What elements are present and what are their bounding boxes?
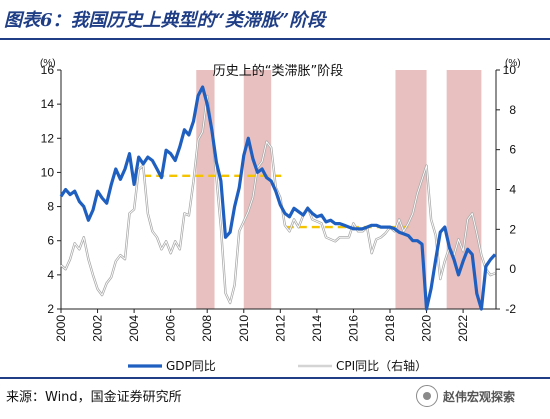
series-line-cpi-inner (60, 95, 496, 304)
chart-axes (57, 69, 500, 313)
right-axis-unit: (%) (505, 58, 521, 69)
x-tick-label: 2000 (54, 315, 68, 342)
left-tick-label: 16 (41, 63, 55, 77)
x-tick-label: 2022 (456, 315, 470, 342)
shade-period-1 (243, 70, 272, 309)
right-tick-label: 6 (509, 143, 516, 157)
x-tick-label: 2018 (383, 315, 397, 342)
legend-label-cpi: CPI同比（右轴） (336, 358, 427, 373)
x-tick-label: 2002 (91, 315, 105, 342)
left-tick-label: 4 (47, 268, 54, 282)
x-tick-label: 2012 (273, 315, 287, 342)
x-tick-label: 2008 (200, 315, 214, 342)
right-tick-label: -2 (505, 302, 516, 316)
shade-period-2 (395, 70, 427, 309)
shaded-periods (196, 70, 482, 309)
watermark-text: 赵伟宏观探索 (443, 389, 516, 404)
right-tick-label: 2 (509, 222, 516, 236)
series-line-gdp (59, 85, 497, 311)
x-tick-label: 2010 (237, 315, 251, 342)
left-axis-unit: (%) (40, 58, 56, 69)
dashed-references (143, 174, 409, 229)
footer-rule (0, 377, 550, 379)
right-tick-label: 0 (509, 262, 516, 276)
tick-labels: 2 4 6 8 10 12 14 16 -2 0 2 4 6 8 10 2000 2002 2004 2006 200… (41, 63, 517, 342)
shade-period-3 (446, 70, 482, 309)
title-rule (0, 38, 550, 40)
x-tick-label: 2004 (127, 315, 141, 342)
x-tick-label: 2016 (346, 315, 360, 342)
series-lines (59, 85, 497, 311)
right-tick-label: 8 (509, 103, 516, 117)
chart: 2 4 6 8 10 12 14 16 -2 0 2 4 6 8 10 2000 2002 2004 2006 200… (40, 58, 521, 373)
chart-title: 历史上的“类滞胀”阶段 (213, 63, 343, 79)
left-tick-label: 6 (47, 234, 54, 248)
figure-title: 图表6：我国历史上典型的“类滞胀”阶段 (4, 10, 326, 31)
legend: GDP同比 CPI同比（右轴） (128, 358, 427, 373)
right-tick-label: 10 (503, 63, 517, 77)
wechat-icon (416, 385, 438, 407)
x-tick-label: 2014 (310, 315, 324, 342)
left-tick-label: 8 (47, 200, 54, 214)
x-tick-label: 2006 (164, 315, 178, 342)
watermark-badge: 赵伟宏观探索 (416, 385, 515, 407)
left-tick-label: 14 (41, 97, 55, 111)
source-note: 来源：Wind，国金证券研究所 (6, 390, 182, 405)
right-tick-label: 4 (509, 183, 516, 197)
left-tick-label: 2 (47, 302, 54, 316)
x-tick-label: 2020 (420, 315, 434, 342)
shade-period-0 (196, 70, 215, 309)
left-tick-label: 10 (41, 165, 55, 179)
left-tick-label: 12 (41, 131, 55, 145)
legend-label-gdp: GDP同比 (166, 359, 216, 373)
